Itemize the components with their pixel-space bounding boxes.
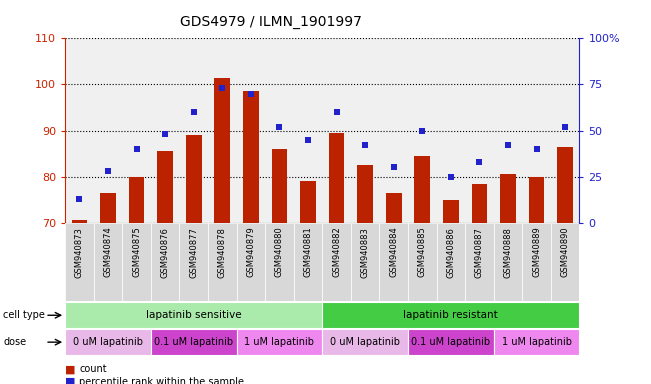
Text: GSM940882: GSM940882 (332, 227, 341, 277)
Text: 1 uM lapatinib: 1 uM lapatinib (244, 337, 314, 347)
Text: GSM940883: GSM940883 (361, 227, 370, 278)
Bar (300, 181, 316, 223)
Bar (322, 329, 408, 355)
Text: 0 uM lapatinib: 0 uM lapatinib (73, 337, 143, 347)
Bar (357, 165, 373, 223)
Point (474, 159, 484, 165)
Text: GSM940879: GSM940879 (246, 227, 255, 277)
Text: GSM940878: GSM940878 (217, 227, 227, 278)
Text: GSM940881: GSM940881 (303, 227, 312, 277)
Bar (437, 223, 465, 301)
Bar (186, 135, 202, 223)
Bar (493, 223, 522, 301)
Text: GSM940884: GSM940884 (389, 227, 398, 277)
Text: GSM940880: GSM940880 (275, 227, 284, 277)
Bar (122, 223, 151, 301)
Text: percentile rank within the sample: percentile rank within the sample (79, 377, 244, 384)
Text: GSM940877: GSM940877 (189, 227, 198, 278)
Bar (100, 193, 116, 223)
Point (560, 124, 570, 130)
Text: GSM940890: GSM940890 (561, 227, 570, 277)
Text: GSM940888: GSM940888 (503, 227, 512, 278)
Text: GSM940886: GSM940886 (447, 227, 455, 278)
Bar (529, 177, 544, 223)
Bar (294, 223, 322, 301)
Bar (65, 329, 151, 355)
Point (245, 91, 256, 97)
Point (331, 109, 342, 115)
Text: 0.1 uM lapatinib: 0.1 uM lapatinib (411, 337, 490, 347)
Point (531, 146, 542, 152)
Bar (129, 177, 145, 223)
Point (189, 109, 199, 115)
Bar (322, 302, 579, 328)
Text: GSM940873: GSM940873 (75, 227, 84, 278)
Text: count: count (79, 364, 107, 374)
Text: cell type: cell type (3, 310, 45, 320)
Bar (151, 329, 236, 355)
Bar (72, 220, 87, 223)
Point (274, 124, 284, 130)
Bar (236, 223, 265, 301)
Bar (158, 151, 173, 223)
Point (74, 196, 85, 202)
Point (360, 142, 370, 148)
Bar (465, 223, 493, 301)
Point (103, 168, 113, 174)
Bar (329, 133, 344, 223)
Point (160, 131, 171, 137)
Bar (380, 223, 408, 301)
Bar (180, 223, 208, 301)
Text: GSM940876: GSM940876 (161, 227, 170, 278)
Point (503, 142, 513, 148)
Text: GSM940874: GSM940874 (104, 227, 113, 277)
Text: ■: ■ (65, 377, 76, 384)
Bar (471, 184, 487, 223)
Bar (236, 329, 322, 355)
Text: GDS4979 / ILMN_1901997: GDS4979 / ILMN_1901997 (180, 15, 362, 29)
Bar (243, 91, 258, 223)
Bar (443, 200, 459, 223)
Text: 0.1 uM lapatinib: 0.1 uM lapatinib (154, 337, 233, 347)
Point (389, 164, 399, 170)
Bar (557, 147, 573, 223)
Text: lapatinib sensitive: lapatinib sensitive (146, 310, 242, 320)
Text: dose: dose (3, 337, 27, 347)
Bar (408, 223, 437, 301)
Bar (214, 78, 230, 223)
Point (417, 127, 428, 134)
Bar (551, 223, 579, 301)
Bar (522, 223, 551, 301)
Bar (493, 329, 579, 355)
Text: ■: ■ (65, 364, 76, 374)
Bar (351, 223, 380, 301)
Bar (208, 223, 236, 301)
Bar (386, 193, 402, 223)
Bar (500, 174, 516, 223)
Bar (415, 156, 430, 223)
Text: 1 uM lapatinib: 1 uM lapatinib (501, 337, 572, 347)
Point (445, 174, 456, 180)
Text: GSM940887: GSM940887 (475, 227, 484, 278)
Point (303, 137, 313, 143)
Bar (65, 223, 94, 301)
Bar (151, 223, 180, 301)
Bar (94, 223, 122, 301)
Bar (271, 149, 287, 223)
Bar (322, 223, 351, 301)
Point (132, 146, 142, 152)
Bar (408, 329, 493, 355)
Point (217, 85, 227, 91)
Text: 0 uM lapatinib: 0 uM lapatinib (330, 337, 400, 347)
Text: GSM940885: GSM940885 (418, 227, 427, 277)
Text: lapatinib resistant: lapatinib resistant (404, 310, 498, 320)
Bar (65, 302, 322, 328)
Bar (265, 223, 294, 301)
Text: GSM940875: GSM940875 (132, 227, 141, 277)
Text: GSM940889: GSM940889 (532, 227, 541, 277)
